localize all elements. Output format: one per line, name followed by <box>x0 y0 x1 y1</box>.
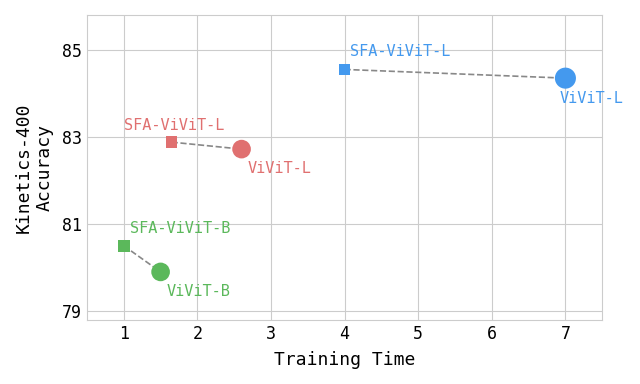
Text: ViViT-L: ViViT-L <box>248 161 311 176</box>
Text: ViViT-B: ViViT-B <box>166 284 230 299</box>
Y-axis label: Kinetics-400
Accuracy: Kinetics-400 Accuracy <box>15 102 54 233</box>
Text: SFA-ViViT-L: SFA-ViViT-L <box>351 45 451 60</box>
Text: SFA-ViViT-B: SFA-ViViT-B <box>130 221 230 236</box>
Point <box>118 243 129 249</box>
Point <box>560 75 570 81</box>
Point <box>166 139 177 145</box>
Point <box>156 269 166 275</box>
Point <box>339 66 349 73</box>
X-axis label: Training Time: Training Time <box>274 351 415 369</box>
Text: ViViT-L: ViViT-L <box>559 91 623 106</box>
Text: SFA-ViViT-L: SFA-ViViT-L <box>124 118 224 132</box>
Point <box>236 146 246 152</box>
